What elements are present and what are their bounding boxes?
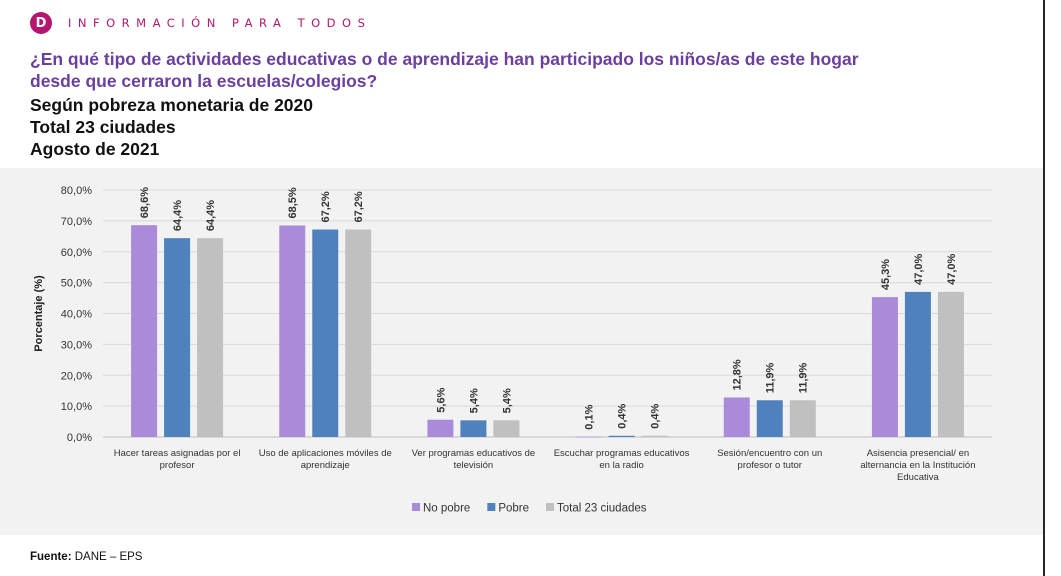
bar <box>871 297 898 437</box>
x-tick-label: Educativa <box>897 472 939 483</box>
data-label: 68,6% <box>139 187 151 218</box>
x-tick-label: aprendizaje <box>301 460 350 471</box>
data-label: 67,2% <box>320 191 332 222</box>
data-label: 11,9% <box>798 362 810 393</box>
x-tick-label: Escuchar programas educativos <box>554 448 690 459</box>
subtitle-poverty: Según pobreza monetaria de 2020 <box>30 95 314 115</box>
y-tick-label: 40,0% <box>61 309 92 321</box>
bar <box>723 397 750 437</box>
right-border <box>1043 0 1045 576</box>
y-tick-label: 10,0% <box>61 401 92 413</box>
y-axis-label: Porcentaje (%) <box>33 275 45 352</box>
data-label: 64,4% <box>205 200 217 231</box>
chart-question-title: ¿En qué tipo de actividades educativas o… <box>30 49 859 91</box>
x-tick-label: en la radio <box>599 460 643 471</box>
dane-logo-icon: D <box>30 12 52 34</box>
subtitle-cities: Total 23 ciudades <box>30 117 176 137</box>
data-label: 47,0% <box>913 253 925 284</box>
legend-swatch <box>412 503 420 511</box>
legend-swatch <box>546 503 554 511</box>
y-tick-label: 60,0% <box>61 247 92 259</box>
bar-chart: 0,0% 10,0% 20,0% 30,0% 40,0% 50,0% 60,0% 70,0% 8… <box>33 185 992 515</box>
y-tick-label: 50,0% <box>61 278 92 290</box>
bar <box>131 225 158 437</box>
data-label: 68,5% <box>287 187 299 218</box>
bar <box>312 229 339 437</box>
data-label: 47,0% <box>946 253 958 284</box>
bar <box>427 419 454 437</box>
y-tick-label: 0,0% <box>67 432 92 444</box>
legend-swatch <box>487 503 496 511</box>
y-tick-label: 30,0% <box>61 339 92 351</box>
data-label: 0,4% <box>617 403 629 428</box>
bar <box>460 420 487 437</box>
data-label: 11,9% <box>765 362 777 393</box>
x-tick-label: profesor o tutor <box>738 460 802 471</box>
data-label: 12,8% <box>732 359 744 390</box>
x-tick-label: Uso de aplicaciones móviles de <box>259 448 392 459</box>
y-tick-label: 20,0% <box>61 370 92 382</box>
bar <box>904 291 931 437</box>
y-tick-label: 70,0% <box>61 216 92 228</box>
legend-label: Total 23 ciudades <box>557 503 647 515</box>
x-tick-label: Sesión/encuentro con un <box>717 448 822 459</box>
bar <box>345 229 372 437</box>
data-label: 0,4% <box>650 403 662 428</box>
legend-label: No pobre <box>423 503 470 515</box>
source-footer: Fuente: DANE – EPS <box>30 551 142 563</box>
bar <box>641 435 668 437</box>
subtitle-date: Agosto de 2021 <box>30 139 160 159</box>
data-label: 5,6% <box>435 387 447 412</box>
bar <box>279 225 306 437</box>
bar <box>608 435 635 437</box>
x-tick-label: alternancia en la Institución <box>860 460 975 471</box>
x-tick-label: Ver programas educativos de <box>412 448 536 459</box>
bar <box>789 400 816 437</box>
y-tick-label: 80,0% <box>61 185 92 197</box>
data-label: 67,2% <box>353 191 365 222</box>
legend-label: Pobre <box>498 503 529 515</box>
brand-tagline: INFORMACIÓN PARA TODOS <box>68 16 372 30</box>
source-text: DANE – EPS <box>71 551 143 563</box>
data-label: 45,3% <box>880 259 892 290</box>
logo-letter: D <box>35 15 47 31</box>
x-tick-label: profesor <box>160 460 195 471</box>
bar <box>937 291 964 437</box>
data-label: 64,4% <box>172 200 184 231</box>
chart-panel: 0,0% 10,0% 20,0% 30,0% 40,0% 50,0% 60,0% 70,0% 8… <box>0 168 1043 535</box>
x-tick-label: Asisencia presencial/ en <box>867 448 969 459</box>
data-label: 0,1% <box>584 404 596 429</box>
x-tick-label: Hacer tareas asignadas por el <box>114 448 241 459</box>
bar <box>197 238 224 437</box>
bar <box>575 436 602 438</box>
x-tick-label: televisión <box>454 460 494 471</box>
source-label: Fuente: <box>30 551 72 563</box>
bar <box>756 400 783 437</box>
header-strip: D INFORMACIÓN PARA TODOS <box>30 12 371 34</box>
data-label: 5,4% <box>468 388 480 413</box>
bar <box>164 238 191 437</box>
bar <box>493 420 520 437</box>
data-label: 5,4% <box>501 388 513 413</box>
